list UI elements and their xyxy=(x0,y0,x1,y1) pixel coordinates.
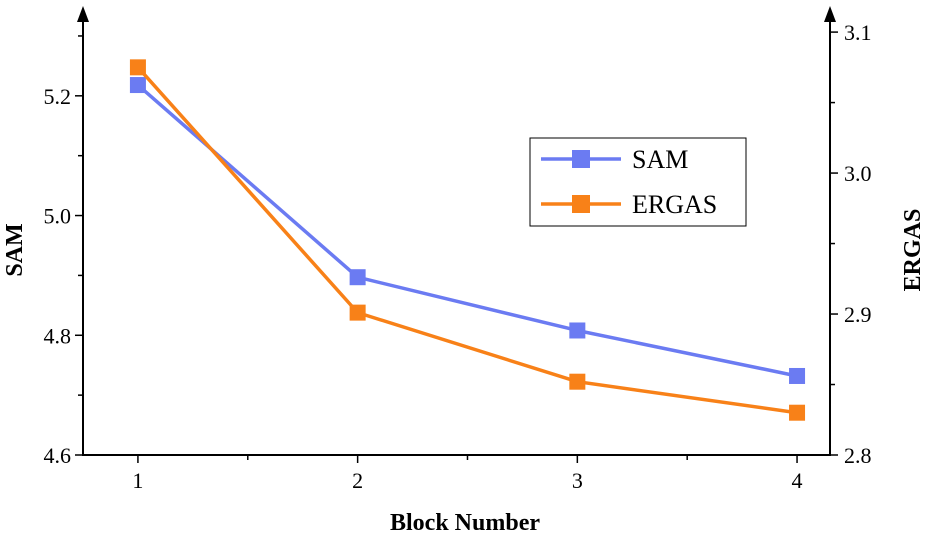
legend-sam-marker xyxy=(572,150,590,168)
left-axis-title: SAM xyxy=(2,223,28,276)
x-axis-ticks: 1 2 3 4 xyxy=(132,455,803,493)
sam-data-point xyxy=(789,367,806,384)
left-tick-label: 5.0 xyxy=(44,204,72,229)
ergas-data-point xyxy=(789,404,806,421)
left-axis-arrow-icon xyxy=(77,6,89,22)
series-layer xyxy=(129,59,806,421)
left-tick-label: 4.8 xyxy=(44,323,72,348)
sam-data-point xyxy=(569,322,586,339)
right-tick-label: 3.1 xyxy=(844,20,872,45)
left-axis-ticks: 4.6 4.8 5.0 5.2 xyxy=(44,35,83,468)
ergas-series-line xyxy=(136,66,798,415)
legend-box xyxy=(529,137,747,227)
x-tick-label: 4 xyxy=(792,468,803,493)
right-axis-ticks: 2.8 2.9 3.0 3.1 xyxy=(830,20,872,468)
legend-ergas-marker xyxy=(572,195,590,213)
right-axis-title: ERGAS xyxy=(900,209,926,292)
right-tick-label: 3.0 xyxy=(844,161,872,186)
ergas-data-point xyxy=(569,373,586,390)
legend-ergas-label: ERGAS xyxy=(632,190,717,219)
left-tick-label: 5.2 xyxy=(44,84,72,109)
sam-series-line xyxy=(136,83,798,378)
right-tick-label: 2.9 xyxy=(844,302,872,327)
x-tick-label: 2 xyxy=(352,468,363,493)
ergas-data-point xyxy=(129,59,146,76)
legend: SAM ERGAS xyxy=(529,137,747,227)
x-axis-title: Block Number xyxy=(390,510,540,536)
ergas-data-point xyxy=(349,304,366,321)
legend-sam-label: SAM xyxy=(632,145,688,174)
axes-group xyxy=(77,6,836,456)
sam-data-point xyxy=(349,269,366,286)
x-tick-label: 3 xyxy=(572,468,583,493)
right-axis-arrow-icon xyxy=(824,6,836,22)
sam-data-point xyxy=(129,77,146,94)
right-tick-label: 2.8 xyxy=(844,443,872,468)
left-tick-label: 4.6 xyxy=(44,443,72,468)
x-tick-label: 1 xyxy=(132,468,143,493)
